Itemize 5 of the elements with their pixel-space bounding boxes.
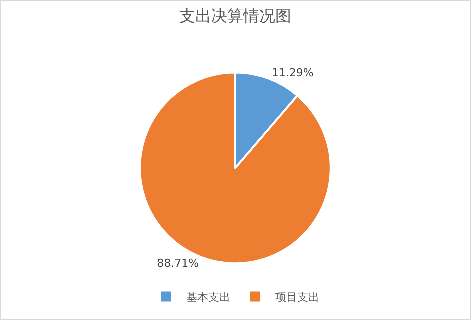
data-label: 88.71% <box>157 256 200 270</box>
legend-label: 基本支出 <box>186 291 230 304</box>
data-label: 11.29% <box>272 66 314 80</box>
legend-label: 项目支出 <box>276 291 320 304</box>
chart-title: 支出决算情况图 <box>180 6 292 26</box>
